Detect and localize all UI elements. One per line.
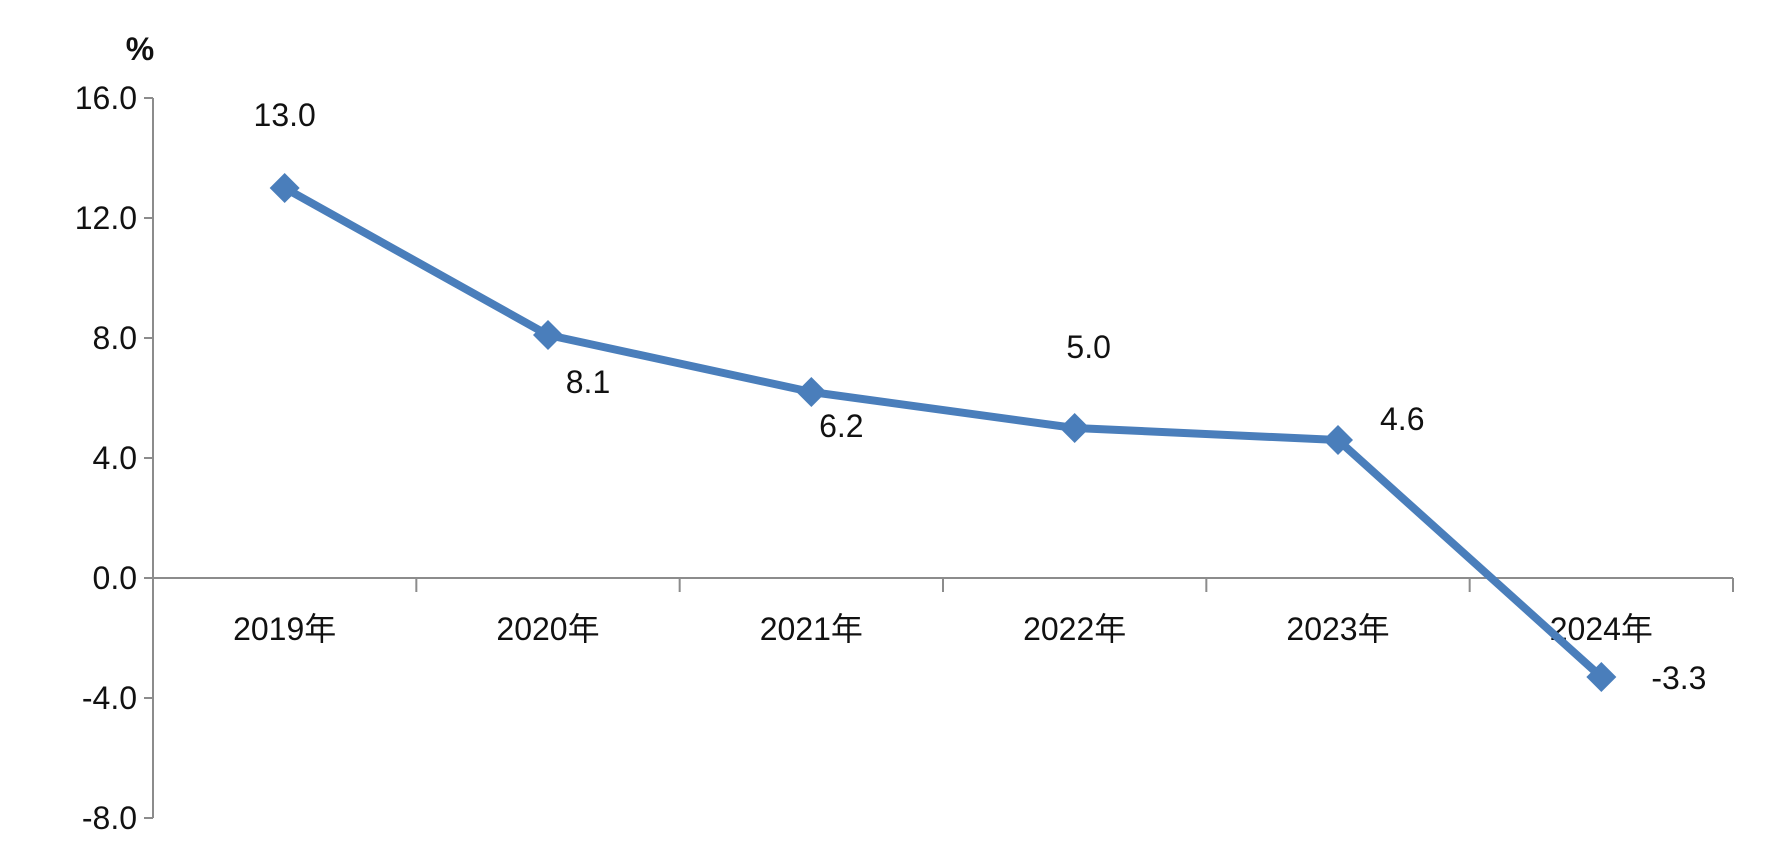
y-tick-label: -8.0 xyxy=(82,800,137,836)
y-tick-label: 16.0 xyxy=(75,80,137,116)
data-label: 5.0 xyxy=(1066,329,1110,365)
data-label: 8.1 xyxy=(566,364,610,400)
x-tick-label: 2019年 xyxy=(233,611,336,647)
y-axis: 16.0 12.0 8.0 4.0 0.0 -4.0 -8.0% xyxy=(75,31,155,836)
data-labels: 13.0 8.1 6.2 5.0 4.6 -3.3 xyxy=(254,97,1707,696)
data-point-marker xyxy=(1586,662,1617,692)
y-tick-label: 4.0 xyxy=(93,440,137,476)
data-label: 4.6 xyxy=(1380,401,1424,437)
y-axis-unit: % xyxy=(126,31,154,67)
data-label: 6.2 xyxy=(819,408,863,444)
x-tick-label: 2022年 xyxy=(1023,611,1126,647)
data-label: -3.3 xyxy=(1651,660,1706,696)
y-tick-label: 12.0 xyxy=(75,200,137,236)
y-tick-label: 8.0 xyxy=(93,320,137,356)
y-tick-label: -4.0 xyxy=(82,680,137,716)
data-label: 13.0 xyxy=(254,97,316,133)
x-tick-label: 2020年 xyxy=(496,611,599,647)
data-point-marker xyxy=(796,377,827,407)
data-point-marker xyxy=(269,173,300,203)
series-polyline xyxy=(282,184,1605,680)
x-axis: 2019年 2020年 2021年 2022年 2023年 2024年 xyxy=(152,577,1734,647)
x-tick-label: 2021年 xyxy=(760,611,863,647)
series-line xyxy=(269,173,1617,692)
x-tick-label: 2023年 xyxy=(1286,611,1389,647)
data-point-marker xyxy=(1323,425,1353,455)
data-point-marker xyxy=(1059,413,1090,443)
y-tick-label: 0.0 xyxy=(93,560,137,596)
data-point-marker xyxy=(533,320,563,350)
